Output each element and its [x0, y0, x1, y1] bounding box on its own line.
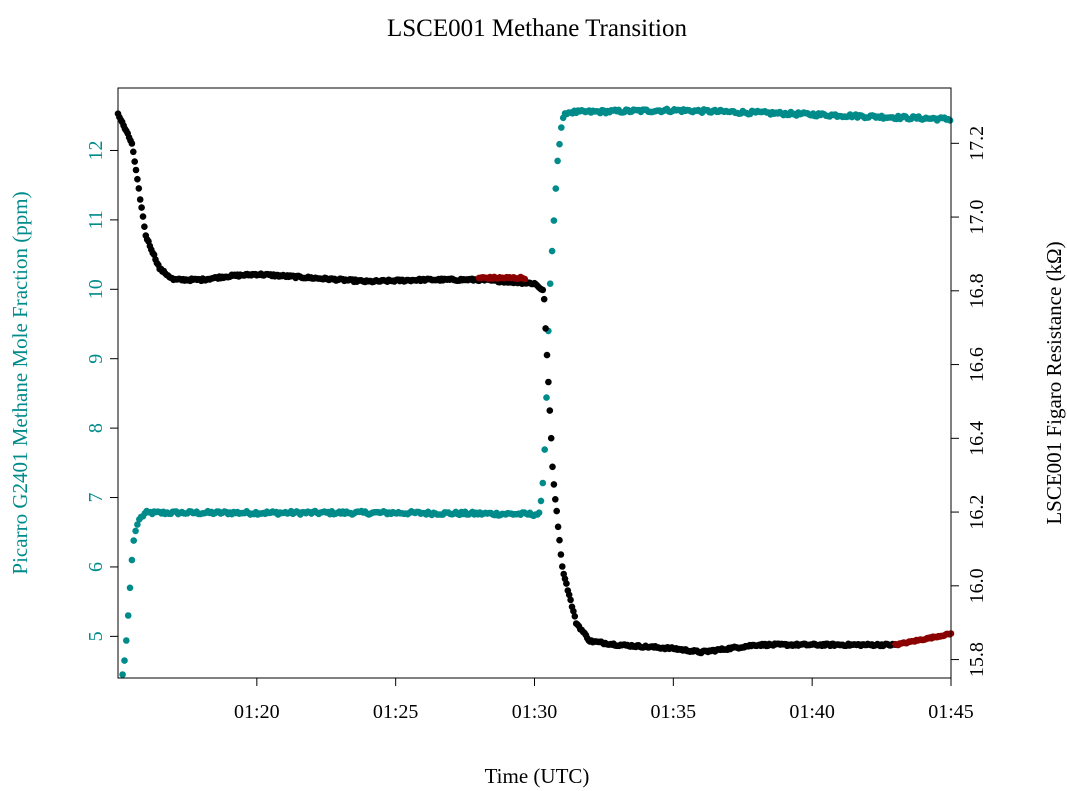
- y-left-tick-label: 7: [85, 493, 107, 503]
- figaro-point: [554, 523, 562, 531]
- picarro-point: [130, 537, 137, 544]
- y-axis-right-label: LSCE001 Figaro Resistance (kΩ): [1042, 241, 1066, 524]
- figaro-point: [546, 407, 554, 414]
- picarro-point: [123, 637, 130, 644]
- figaro-point: [130, 148, 137, 156]
- y-left-tick-label: 12: [85, 140, 107, 160]
- picarro-point: [128, 556, 136, 564]
- figaro-point: [556, 536, 563, 544]
- figaro-point: [567, 596, 574, 604]
- figaro-point: [557, 551, 565, 558]
- figaro-point: [545, 378, 552, 386]
- x-axis-label: Time (UTC): [485, 764, 590, 788]
- picarro-point: [556, 140, 563, 148]
- x-tick-label: 01:45: [928, 701, 974, 723]
- plot-frame: [117, 87, 952, 679]
- picarro-point: [558, 124, 565, 131]
- y-left-tick-label: 8: [85, 423, 107, 433]
- figaro-point: [563, 580, 570, 587]
- figaro-point: [131, 158, 138, 165]
- figaro-point: [135, 185, 143, 192]
- picarro-point: [132, 527, 139, 535]
- picarro-point: [121, 657, 128, 664]
- figaro-point: [539, 286, 547, 294]
- figaro-point: [134, 175, 141, 183]
- y-axis-right: 15.8 16.0 16.2 16.4 16.6 16.8 17.0 17.2: [951, 126, 988, 677]
- chart-title: LSCE001 Methane Transition: [387, 15, 688, 42]
- figaro-point: [128, 140, 136, 147]
- picarro-point: [946, 117, 954, 124]
- x-tick-label: 01:20: [234, 701, 280, 723]
- picarro-point: [134, 521, 141, 528]
- figaro-point: [540, 295, 548, 303]
- picarro-point: [550, 217, 558, 224]
- figaro-point: [542, 325, 549, 332]
- y-left-tick-label: 5: [85, 631, 107, 641]
- series-picarro: [119, 105, 954, 678]
- x-tick-label: 01:35: [651, 701, 697, 723]
- y-right-tick-label: 16.2: [966, 495, 988, 530]
- y-right-tick-label: 16.0: [966, 568, 988, 603]
- picarro-point: [546, 280, 554, 288]
- y-right-tick-label: 16.8: [966, 273, 988, 308]
- figaro-point: [559, 563, 566, 570]
- picarro-point: [535, 509, 543, 516]
- figaro-point: [552, 496, 559, 503]
- y-left-tick-label: 6: [85, 562, 107, 572]
- series-figaro: [114, 110, 955, 657]
- picarro-point: [126, 584, 134, 592]
- x-tick-label: 01:30: [512, 701, 558, 723]
- figaro-point: [549, 463, 556, 471]
- x-axis: 01:20 01:25 01:30 01:35 01:40 01:45: [234, 678, 974, 723]
- picarro-point: [537, 497, 545, 505]
- figaro-point: [571, 613, 579, 620]
- x-tick-label: 01:25: [373, 701, 419, 723]
- y-right-tick-label: 16.4: [966, 421, 988, 456]
- y-axis-left-label: Picarro G2401 Methane Mole Fraction (ppm…: [8, 191, 32, 574]
- figaro-point: [550, 481, 558, 488]
- picarro-point: [548, 247, 556, 255]
- picarro-point: [119, 671, 126, 678]
- figaro-point: [547, 434, 555, 442]
- y-right-tick-label: 17.2: [966, 126, 988, 161]
- figaro-highlight-point: [521, 275, 529, 283]
- figaro-point: [553, 507, 560, 515]
- y-left-tick-label: 11: [85, 210, 107, 229]
- picarro-point: [539, 479, 547, 487]
- figaro-point: [565, 591, 573, 599]
- figaro-point: [132, 166, 140, 174]
- figaro-point: [141, 223, 148, 230]
- figaro-point: [139, 213, 147, 220]
- plot-points: [114, 105, 955, 678]
- y-axis-left: 5 6 7 8 9 10 11 12: [85, 140, 118, 641]
- picarro-point: [541, 446, 548, 453]
- y-right-tick-label: 16.6: [966, 347, 988, 382]
- y-left-tick-label: 10: [85, 279, 107, 299]
- picarro-point: [554, 157, 561, 165]
- picarro-point: [543, 394, 550, 401]
- picarro-point: [124, 612, 132, 619]
- figaro-point: [138, 204, 145, 211]
- figaro-point: [136, 196, 144, 203]
- figaro-point: [570, 607, 577, 615]
- y-right-tick-label: 17.0: [966, 200, 988, 235]
- figaro-point: [543, 351, 551, 359]
- y-left-tick-label: 9: [85, 354, 107, 364]
- picarro-point: [552, 185, 560, 192]
- x-tick-label: 01:40: [789, 701, 835, 723]
- y-right-tick-label: 15.8: [966, 642, 988, 677]
